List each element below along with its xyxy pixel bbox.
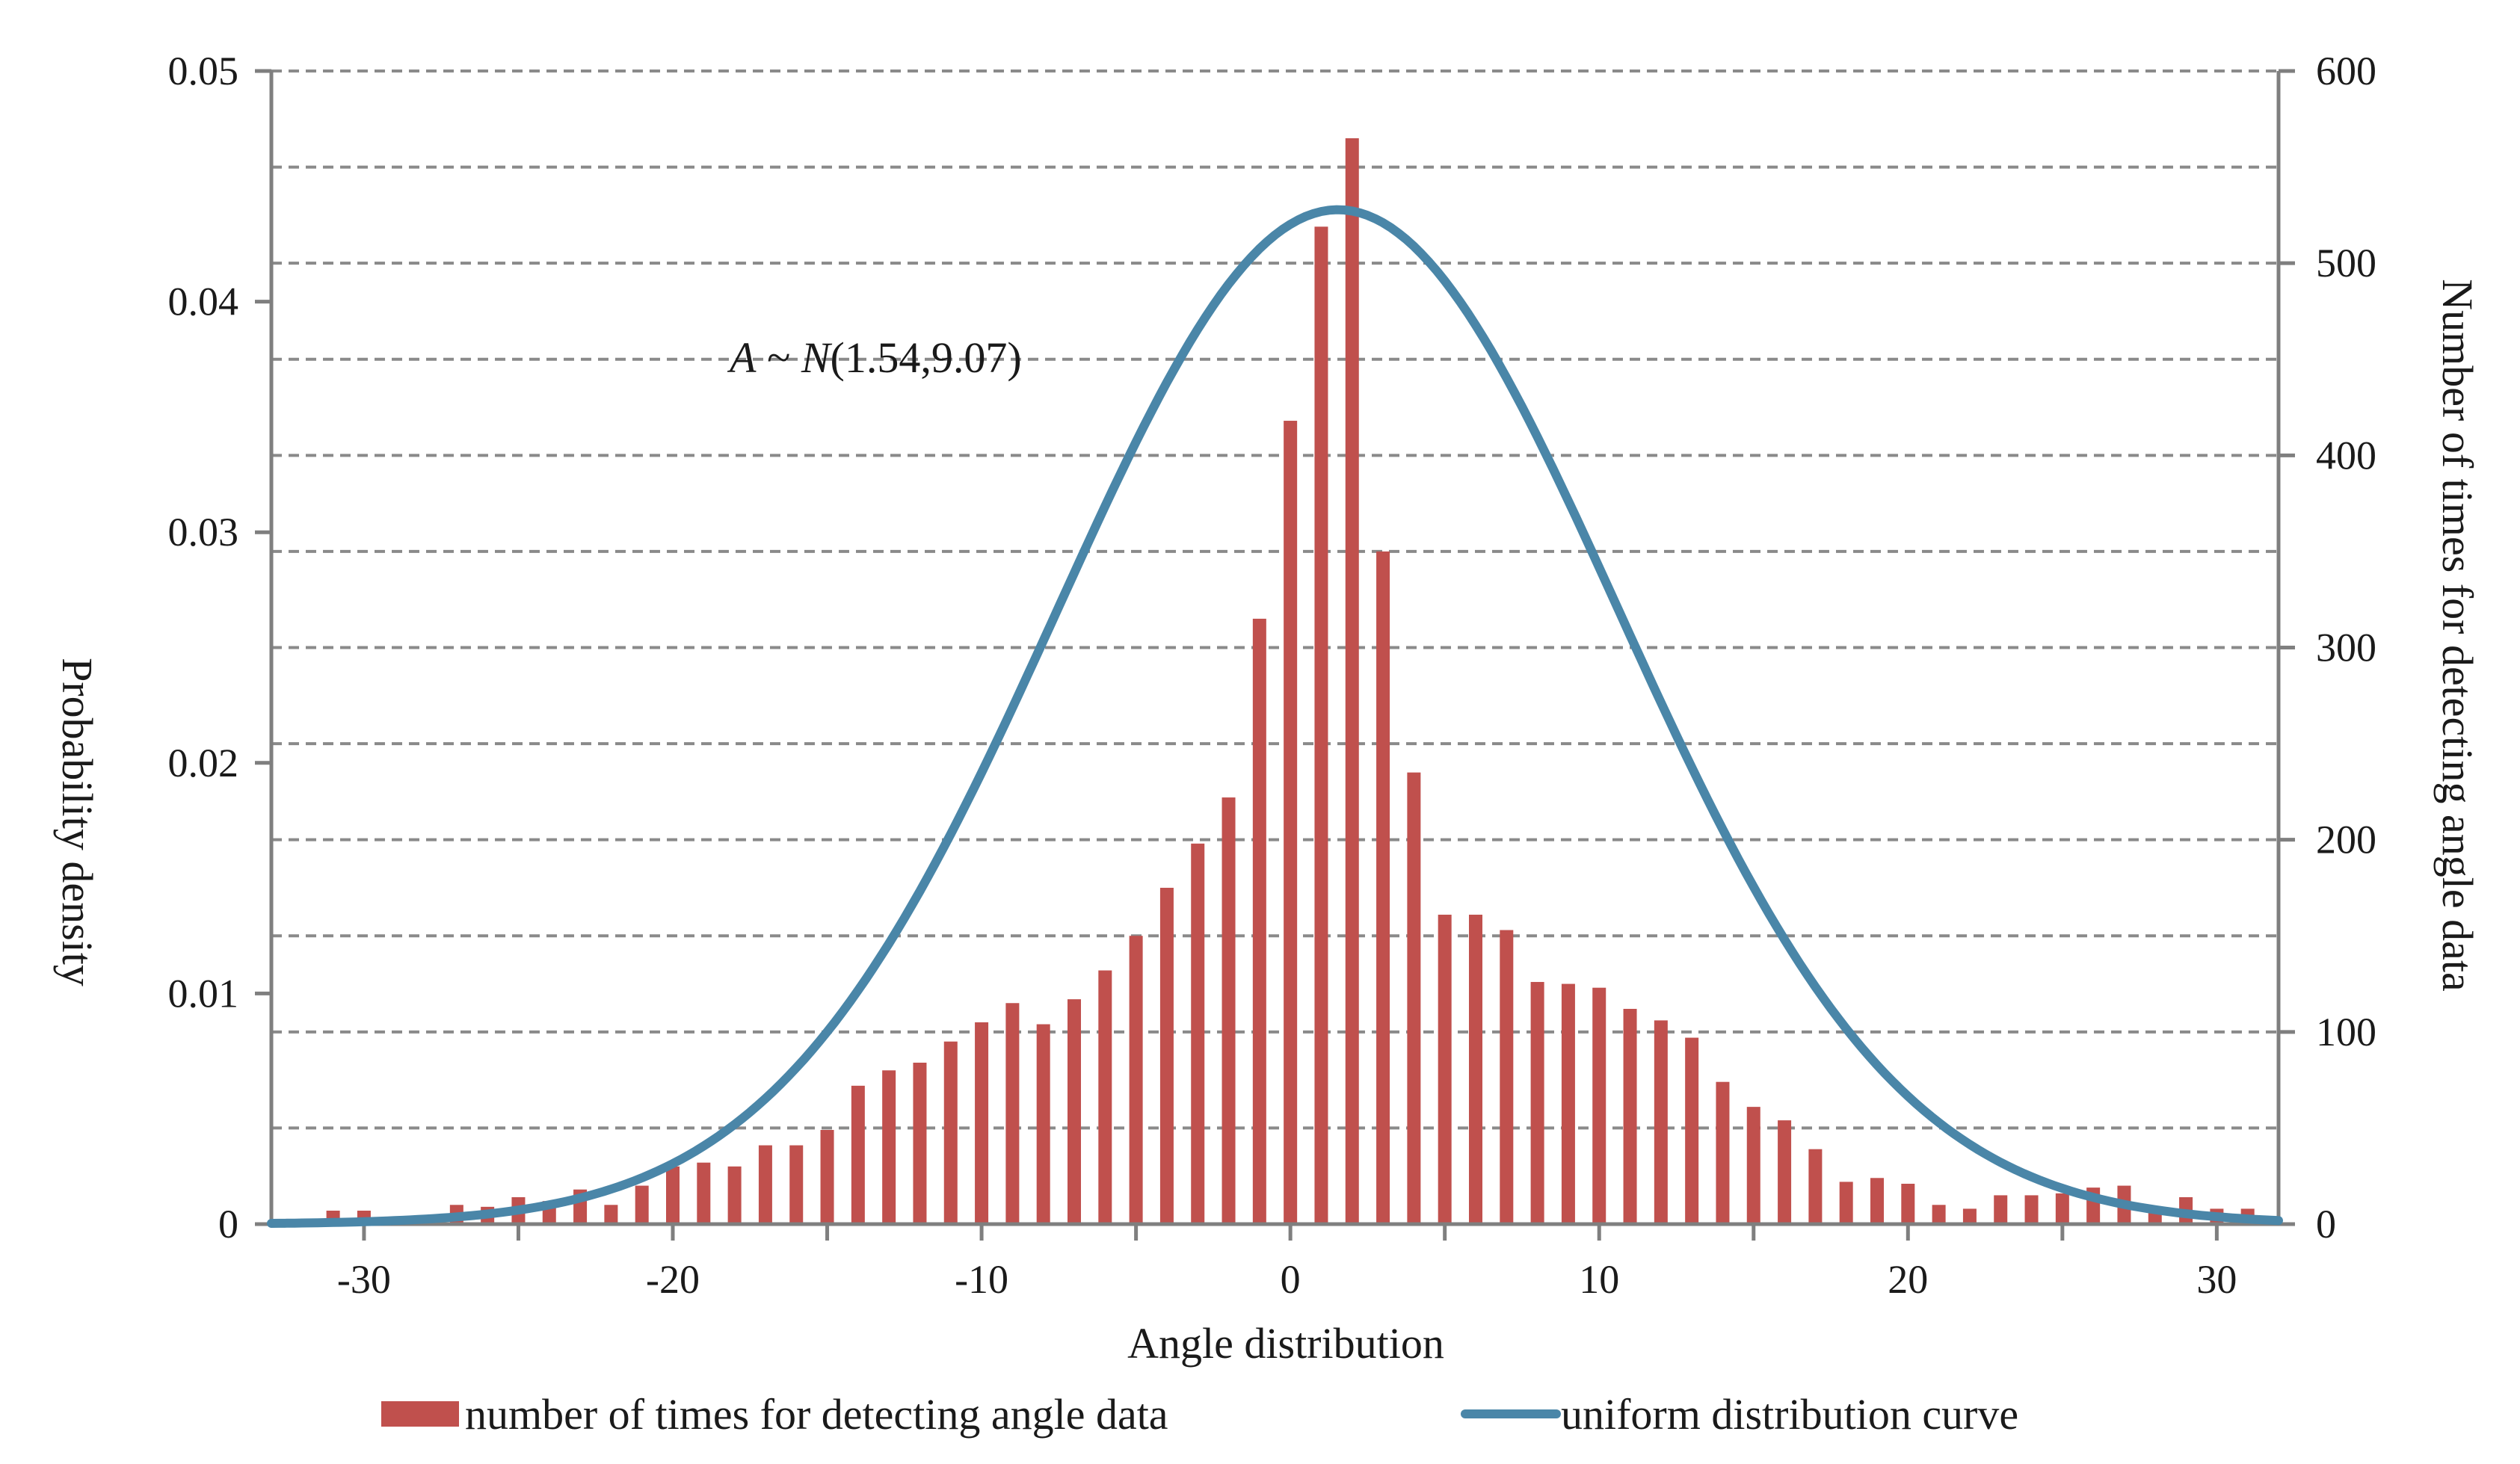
left-tick-label: 0.02	[168, 741, 239, 785]
x-tick-label: -20	[646, 1257, 700, 1302]
annotation-params: (1.54,9.07)	[831, 333, 1022, 382]
bar	[975, 1022, 989, 1224]
axes	[255, 69, 2295, 1241]
bar	[1994, 1195, 2008, 1224]
curve-layer	[267, 205, 2283, 1228]
bar	[2055, 1193, 2069, 1224]
bar	[1129, 936, 1143, 1224]
distribution-annotation: A ~ N(1.54,9.07)	[727, 333, 1022, 382]
bar	[913, 1062, 927, 1224]
bar	[2024, 1195, 2039, 1224]
bar	[1284, 421, 1298, 1224]
x-tick-label: -10	[955, 1257, 1008, 1302]
x-tick-label: 30	[2196, 1257, 2237, 1302]
bar	[1159, 887, 1174, 1224]
bars	[326, 138, 2255, 1225]
bar	[1252, 618, 1266, 1224]
bar	[1530, 981, 1544, 1224]
bar	[1932, 1205, 1946, 1224]
bar	[758, 1145, 772, 1224]
bar	[1685, 1037, 1699, 1224]
bar	[1808, 1149, 1823, 1224]
legend-swatch-bars	[381, 1401, 459, 1427]
bar	[1005, 1003, 1020, 1224]
right-tick-label: 100	[2316, 1010, 2376, 1054]
legend: number of times for detecting angle data…	[381, 1390, 2018, 1439]
annotation-var: A	[727, 333, 757, 382]
bar	[820, 1129, 834, 1224]
left-tick-label: 0	[218, 1202, 238, 1247]
bar	[1592, 987, 1606, 1224]
bar	[1407, 772, 1421, 1224]
left-axis-title: Probability density	[53, 658, 102, 986]
legend-label-curve: uniform distribution curve	[1561, 1390, 2018, 1439]
right-axis-title: Number of times for detecting angle data	[2433, 279, 2482, 991]
x-tick-label: 10	[1579, 1257, 1619, 1302]
bar	[943, 1041, 958, 1224]
bar	[1962, 1208, 1977, 1224]
bar	[1098, 970, 1112, 1224]
bar	[1901, 1183, 1915, 1224]
bar	[1778, 1120, 1792, 1224]
bar	[1654, 1020, 1668, 1224]
bar	[1191, 843, 1205, 1224]
bar	[882, 1070, 896, 1224]
left-tick-label: 0.03	[168, 510, 239, 555]
bar	[1222, 797, 1236, 1224]
bar	[851, 1085, 865, 1224]
bar	[1500, 930, 1514, 1224]
right-tick-labels: 0 100 200 300 400 500 600	[2316, 49, 2376, 1247]
bar	[1870, 1178, 1884, 1224]
right-tick-label: 300	[2316, 626, 2376, 670]
bar	[1314, 226, 1328, 1225]
x-tick-label: 20	[1888, 1257, 1928, 1302]
right-tick-label: 600	[2316, 49, 2376, 93]
bar	[666, 1166, 680, 1224]
bar	[1839, 1182, 1853, 1224]
bar	[727, 1166, 742, 1224]
grid-lines	[271, 70, 2279, 1130]
left-tick-label: 0.05	[168, 49, 239, 93]
x-axis-title: Angle distribution	[1127, 1319, 1444, 1368]
annotation-dist: N	[801, 333, 833, 382]
bar	[635, 1185, 649, 1224]
bar	[1438, 914, 1452, 1224]
right-tick-label: 500	[2316, 241, 2376, 285]
bar	[789, 1145, 804, 1224]
right-tick-label: 0	[2316, 1202, 2336, 1247]
left-tick-label: 0.01	[168, 971, 239, 1016]
bar	[1469, 914, 1482, 1224]
bar	[697, 1162, 711, 1224]
bar	[1376, 551, 1390, 1224]
right-tick-label: 400	[2316, 433, 2376, 478]
x-tick-label: 0	[1281, 1257, 1301, 1302]
bar	[1623, 1008, 1637, 1224]
bar	[1746, 1107, 1760, 1224]
bar	[1036, 1024, 1050, 1224]
bar	[1068, 999, 1081, 1224]
x-tick-label: -30	[337, 1257, 391, 1302]
bar	[1561, 983, 1575, 1224]
bar	[604, 1205, 618, 1224]
legend-label-bars: number of times for detecting angle data	[465, 1390, 1168, 1439]
left-tick-label: 0.04	[168, 279, 239, 324]
bar	[1345, 138, 1359, 1225]
x-tick-labels: -30 -20 -10 0 10 20 30	[337, 1257, 2237, 1302]
normal-curve	[267, 205, 2283, 1228]
annotation-tilde: ~	[756, 333, 801, 382]
bar	[1716, 1081, 1730, 1224]
left-tick-labels: 0 0.01 0.02 0.03 0.04 0.05	[168, 49, 239, 1247]
right-tick-label: 200	[2316, 818, 2376, 862]
